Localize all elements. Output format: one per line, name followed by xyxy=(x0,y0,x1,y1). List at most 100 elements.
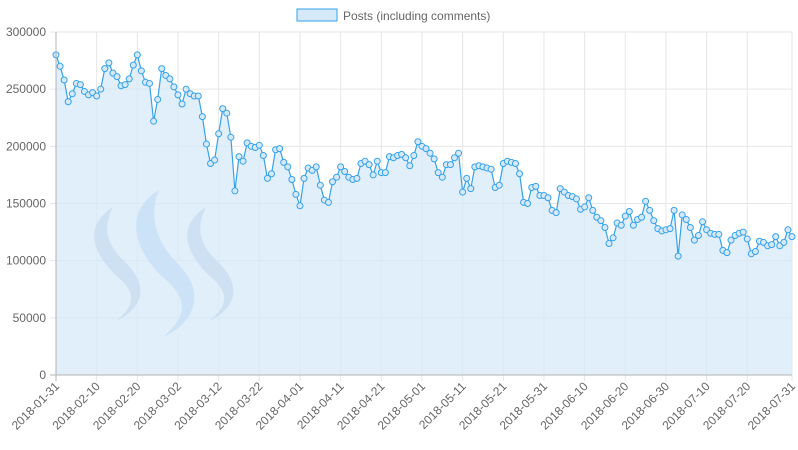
data-point[interactable] xyxy=(113,73,121,81)
data-point[interactable] xyxy=(280,158,288,166)
data-point[interactable] xyxy=(605,240,613,248)
data-point[interactable] xyxy=(211,156,219,164)
data-point[interactable] xyxy=(446,161,454,169)
data-point[interactable] xyxy=(642,197,650,205)
data-point[interactable] xyxy=(638,213,646,221)
data-point[interactable] xyxy=(678,211,686,219)
data-point[interactable] xyxy=(365,161,373,169)
data-point[interactable] xyxy=(406,162,414,170)
data-point[interactable] xyxy=(788,233,796,241)
data-point[interactable] xyxy=(292,190,300,198)
data-point[interactable] xyxy=(772,233,780,241)
data-point[interactable] xyxy=(341,167,349,175)
data-point[interactable] xyxy=(76,81,84,89)
data-point[interactable] xyxy=(572,195,580,203)
data-point[interactable] xyxy=(268,170,276,178)
data-point[interactable] xyxy=(552,209,560,217)
data-point[interactable] xyxy=(324,198,332,206)
data-point[interactable] xyxy=(650,217,658,225)
data-point[interactable] xyxy=(150,117,158,125)
data-point[interactable] xyxy=(202,140,210,148)
data-point[interactable] xyxy=(609,234,617,242)
legend[interactable]: Posts (including comments) xyxy=(296,8,490,23)
data-point[interactable] xyxy=(93,92,101,100)
data-point[interactable] xyxy=(373,157,381,165)
data-point[interactable] xyxy=(646,206,654,214)
data-point[interactable] xyxy=(182,85,190,93)
data-point[interactable] xyxy=(333,173,341,181)
data-point[interactable] xyxy=(430,155,438,163)
data-point[interactable] xyxy=(125,75,133,83)
data-point[interactable] xyxy=(426,149,434,157)
data-point[interactable] xyxy=(235,153,243,161)
data-point[interactable] xyxy=(597,217,605,225)
data-point[interactable] xyxy=(166,75,174,83)
data-point[interactable] xyxy=(487,165,495,173)
data-point[interactable] xyxy=(129,61,137,69)
data-point[interactable] xyxy=(146,79,154,87)
data-point[interactable] xyxy=(780,238,788,246)
data-point[interactable] xyxy=(284,163,292,171)
data-point[interactable] xyxy=(158,65,166,73)
data-point[interactable] xyxy=(296,202,304,210)
data-point[interactable] xyxy=(690,236,698,244)
data-point[interactable] xyxy=(629,221,637,229)
data-point[interactable] xyxy=(601,224,609,232)
data-point[interactable] xyxy=(337,163,345,171)
data-point[interactable] xyxy=(223,109,231,117)
data-point[interactable] xyxy=(459,188,467,196)
data-point[interactable] xyxy=(194,92,202,100)
data-point[interactable] xyxy=(723,249,731,257)
data-point[interactable] xyxy=(694,232,702,240)
data-point[interactable] xyxy=(170,83,178,91)
data-point[interactable] xyxy=(133,51,141,59)
data-point[interactable] xyxy=(56,62,64,70)
data-point[interactable] xyxy=(699,218,707,226)
data-point[interactable] xyxy=(532,182,540,190)
data-point[interactable] xyxy=(97,85,105,93)
data-point[interactable] xyxy=(369,171,377,179)
data-point[interactable] xyxy=(60,76,68,84)
data-point[interactable] xyxy=(585,194,593,202)
data-point[interactable] xyxy=(743,235,751,243)
data-point[interactable] xyxy=(198,113,206,121)
data-point[interactable] xyxy=(263,174,271,182)
data-point[interactable] xyxy=(617,221,625,229)
data-point[interactable] xyxy=(414,138,422,146)
data-point[interactable] xyxy=(410,151,418,159)
data-point[interactable] xyxy=(422,145,430,153)
data-point[interactable] xyxy=(178,100,186,108)
data-point[interactable] xyxy=(463,174,471,182)
data-point[interactable] xyxy=(101,65,109,73)
data-point[interactable] xyxy=(544,194,552,202)
data-point[interactable] xyxy=(467,185,475,193)
data-point[interactable] xyxy=(715,230,723,238)
data-point[interactable] xyxy=(438,173,446,181)
data-point[interactable] xyxy=(784,226,792,234)
data-point[interactable] xyxy=(137,67,145,75)
data-point[interactable] xyxy=(625,208,633,215)
data-point[interactable] xyxy=(239,157,247,165)
data-point[interactable] xyxy=(259,151,267,159)
data-point[interactable] xyxy=(353,174,361,182)
data-point[interactable] xyxy=(68,90,76,98)
data-point[interactable] xyxy=(215,130,223,138)
data-point[interactable] xyxy=(381,169,389,177)
data-point[interactable] xyxy=(288,175,296,183)
data-point[interactable] xyxy=(516,170,524,178)
data-point[interactable] xyxy=(455,149,463,157)
data-point[interactable] xyxy=(255,141,263,149)
data-point[interactable] xyxy=(511,159,519,167)
data-point[interactable] xyxy=(105,59,113,67)
data-point[interactable] xyxy=(64,98,72,106)
data-point[interactable] xyxy=(682,216,690,224)
data-point[interactable] xyxy=(524,200,532,207)
data-point[interactable] xyxy=(276,145,284,153)
data-point[interactable] xyxy=(312,163,320,171)
data-point[interactable] xyxy=(219,105,227,113)
data-point[interactable] xyxy=(739,228,747,236)
data-point[interactable] xyxy=(174,91,182,99)
data-point[interactable] xyxy=(589,206,597,214)
data-point[interactable] xyxy=(495,181,503,189)
data-point[interactable] xyxy=(231,187,239,195)
